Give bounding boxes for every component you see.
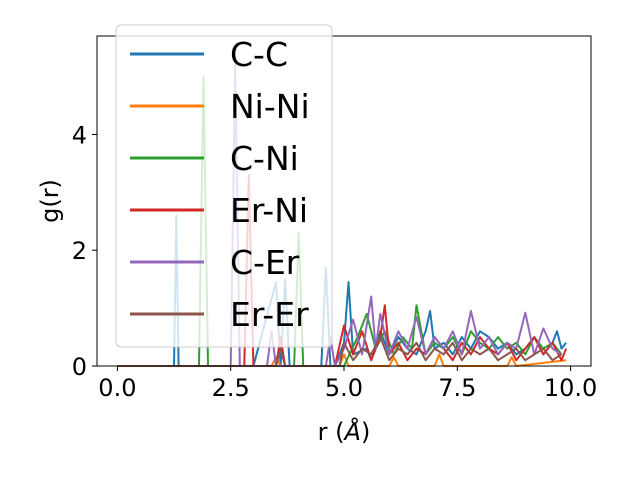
y-tick-label: 0 xyxy=(72,353,87,381)
x-tick-label: 2.5 xyxy=(212,374,250,402)
legend-label: Ni-Ni xyxy=(230,87,310,126)
y-tick-label: 4 xyxy=(72,121,87,149)
y-axis-label: g(r) xyxy=(36,179,64,223)
x-axis-label: r (Å) xyxy=(318,417,371,446)
legend-label: Er-Er xyxy=(230,295,309,334)
legend: C-C Ni-Ni C-Ni Er-Ni C-Er Er-Er xyxy=(115,24,333,348)
legend-label: Er-Ni xyxy=(230,191,308,230)
legend-label: C-C xyxy=(230,35,288,74)
x-axis-label-close: ) xyxy=(361,418,370,446)
legend-label: C-Ni xyxy=(230,139,299,178)
x-axis-label-text: r ( xyxy=(318,418,345,446)
legend-label: C-Er xyxy=(230,243,300,282)
x-tick-label: 0.0 xyxy=(98,374,136,402)
x-tick-label: 5.0 xyxy=(325,374,363,402)
x-tick-label: 10.0 xyxy=(544,374,597,402)
y-tick-label: 2 xyxy=(72,237,87,265)
x-tick-label: 7.5 xyxy=(438,374,476,402)
axes-layer: 0.0 2.5 5.0 7.5 10.0 0 2 4 r (Å) g(r) xyxy=(36,35,597,446)
x-axis-unit: Å xyxy=(343,417,361,446)
